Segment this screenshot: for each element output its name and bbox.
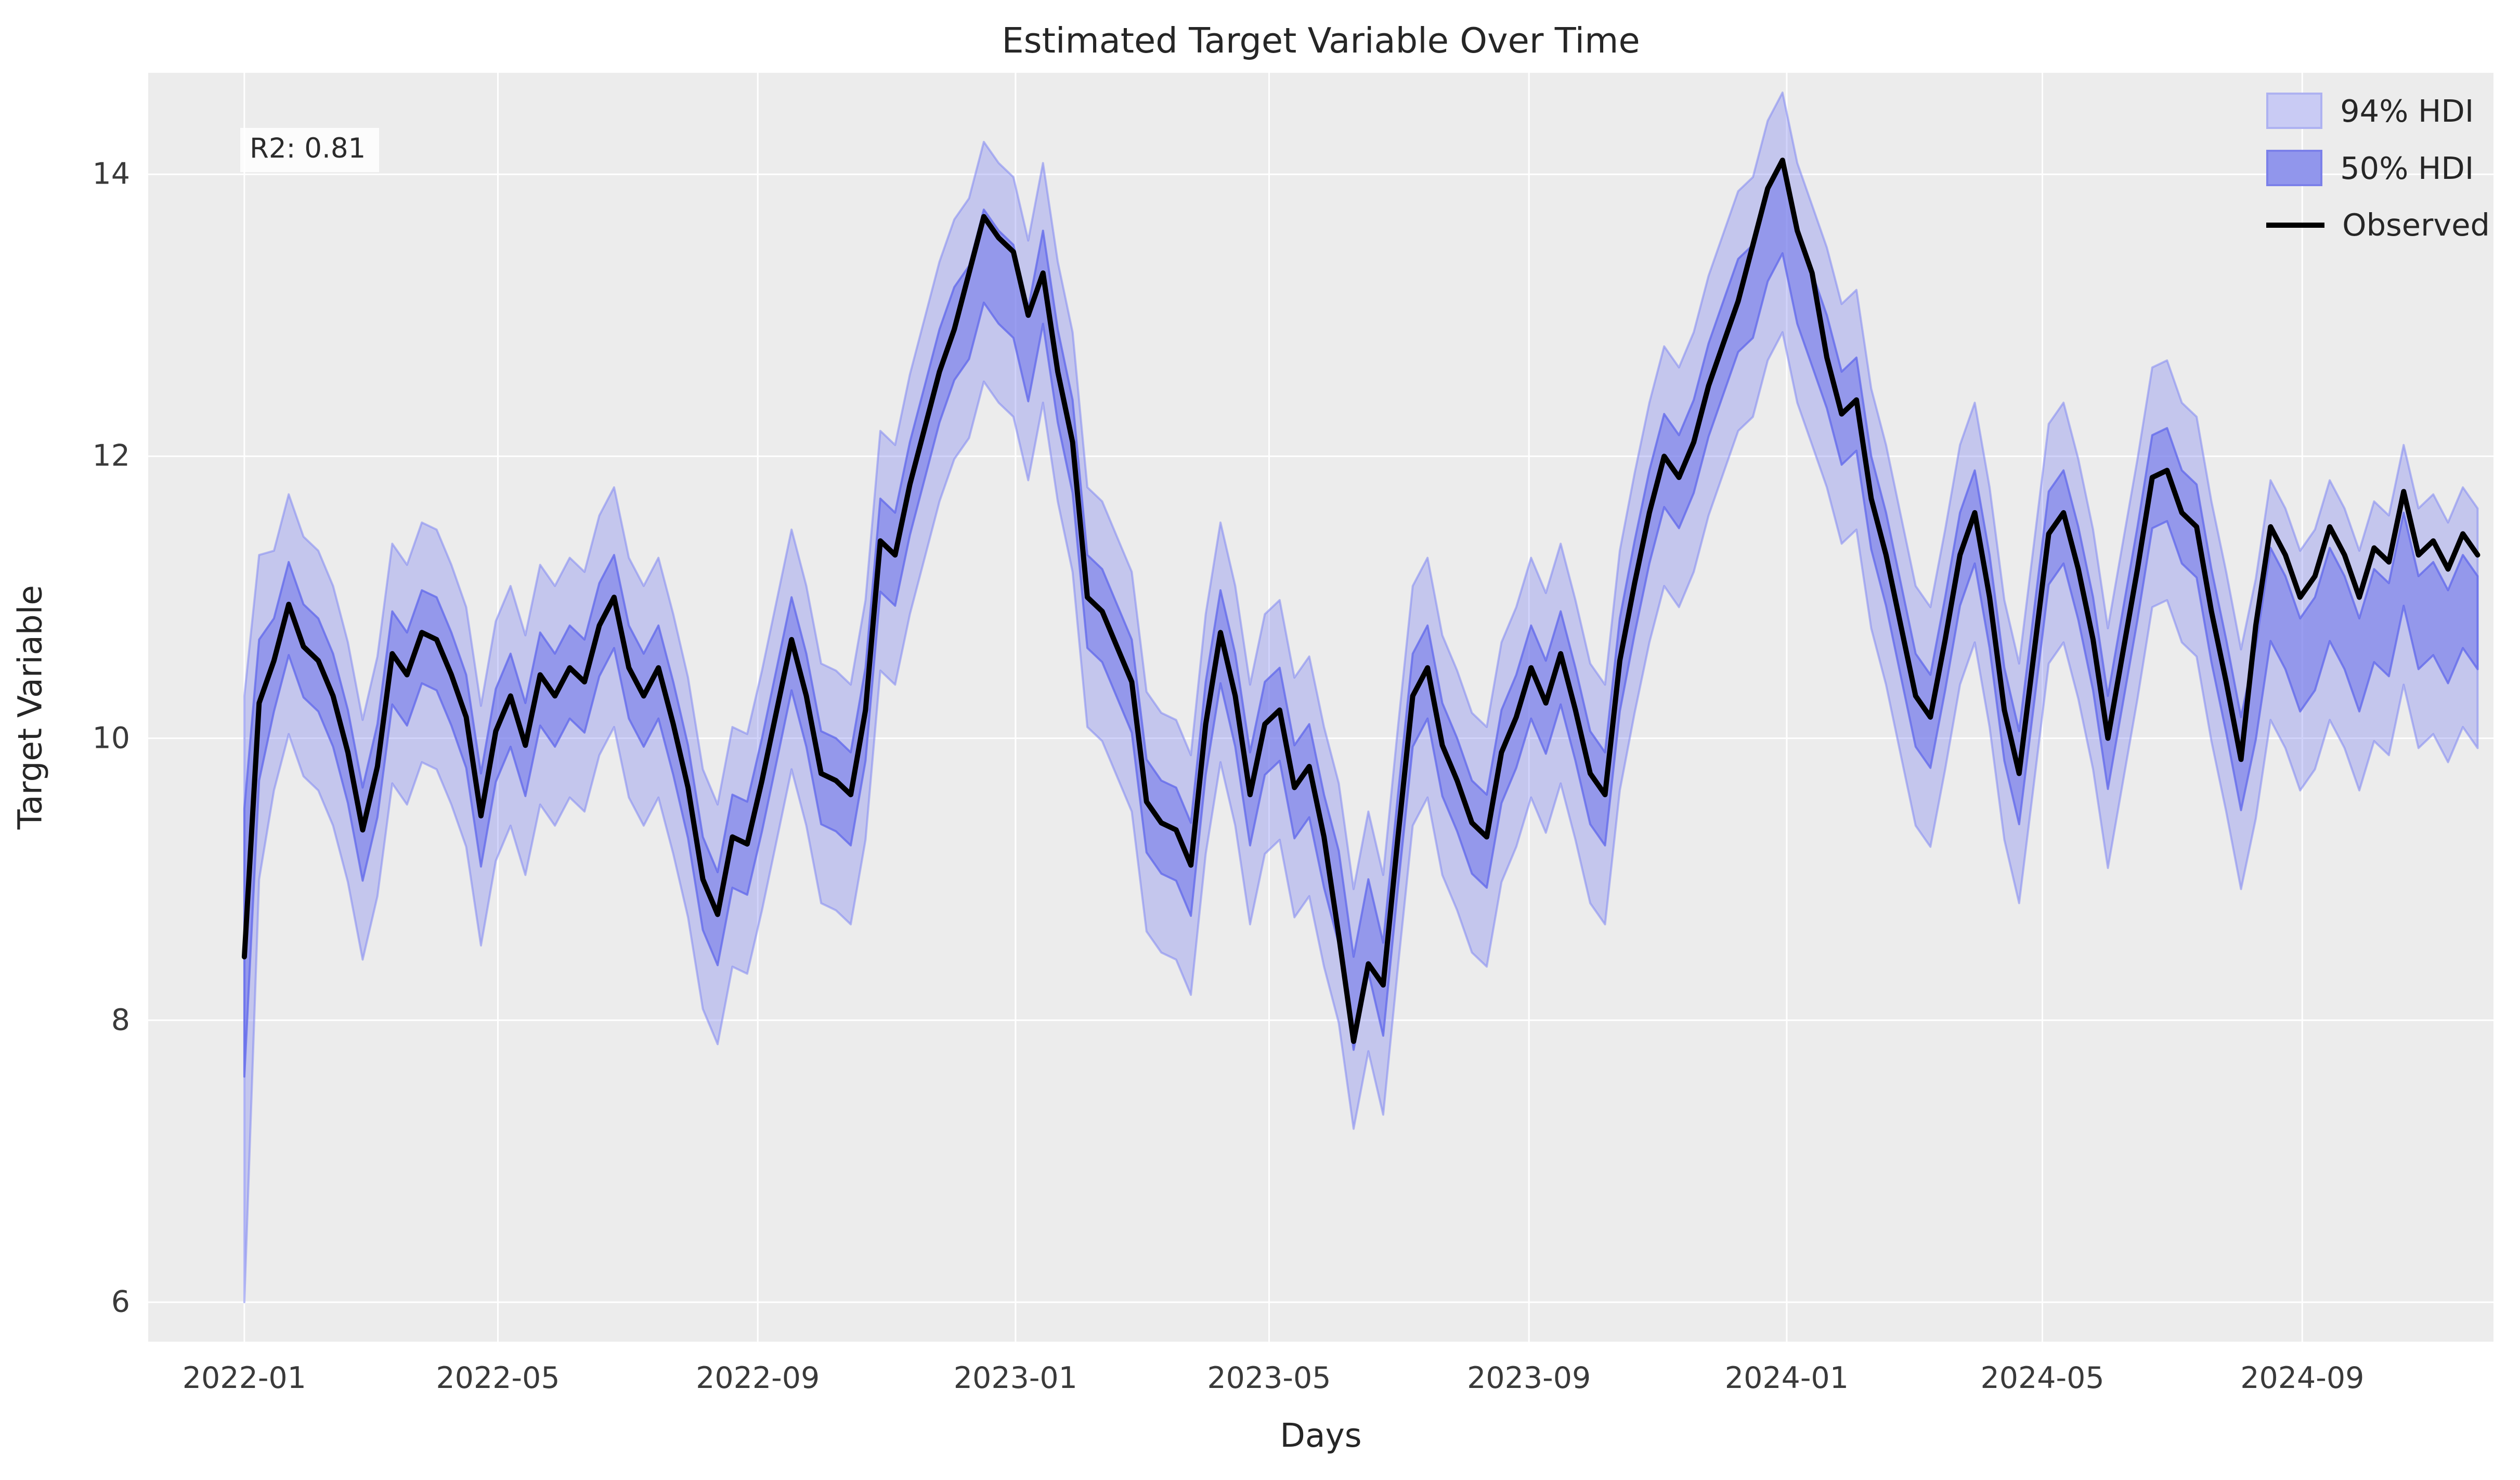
x-tick-label: 2023-05 — [1207, 1361, 1331, 1395]
hdi94-swatch-icon — [2266, 93, 2323, 129]
legend-label-50-hdi: 50% HDI — [2340, 150, 2474, 186]
legend-item-94-hdi: 94% HDI — [2266, 93, 2490, 129]
observed-line — [241, 158, 2480, 1044]
y-tick-label: 10 — [92, 721, 130, 756]
legend-label-94-hdi: 94% HDI — [2340, 93, 2474, 129]
legend-label-observed: Observed — [2342, 207, 2490, 243]
hdi50-band-area — [243, 159, 2479, 1078]
x-tick-label: 2024-01 — [1724, 1361, 1849, 1395]
legend-item-50-hdi: 50% HDI — [2266, 150, 2490, 186]
x-tick-label: 2022-01 — [182, 1361, 306, 1395]
x-tick-label: 2023-01 — [953, 1361, 1077, 1395]
x-tick-label: 2024-09 — [2240, 1361, 2365, 1395]
legend-item-observed: Observed — [2266, 207, 2490, 243]
x-tick-label: 2022-09 — [696, 1361, 820, 1395]
y-axis-label: Target Variable — [11, 585, 49, 830]
hdi50-swatch-icon — [2266, 150, 2323, 186]
x-tick-label: 2023-09 — [1467, 1361, 1591, 1395]
x-tick-label: 2022-05 — [436, 1361, 560, 1395]
observed-line-swatch-icon — [2266, 222, 2325, 228]
x-tick-label: 2024-05 — [1980, 1361, 2105, 1395]
y-tick-label: 14 — [92, 157, 130, 191]
y-tick-label: 12 — [92, 438, 130, 473]
y-tick-label: 6 — [111, 1284, 130, 1319]
r2-annotation: R2: 0.81 — [240, 128, 380, 172]
legend: 94% HDI 50% HDI Observed — [2266, 93, 2490, 243]
y-tick-label: 8 — [111, 1003, 130, 1037]
x-axis-label: Days — [1280, 1417, 1362, 1455]
chart-title: Estimated Target Variable Over Time — [1002, 20, 1640, 61]
